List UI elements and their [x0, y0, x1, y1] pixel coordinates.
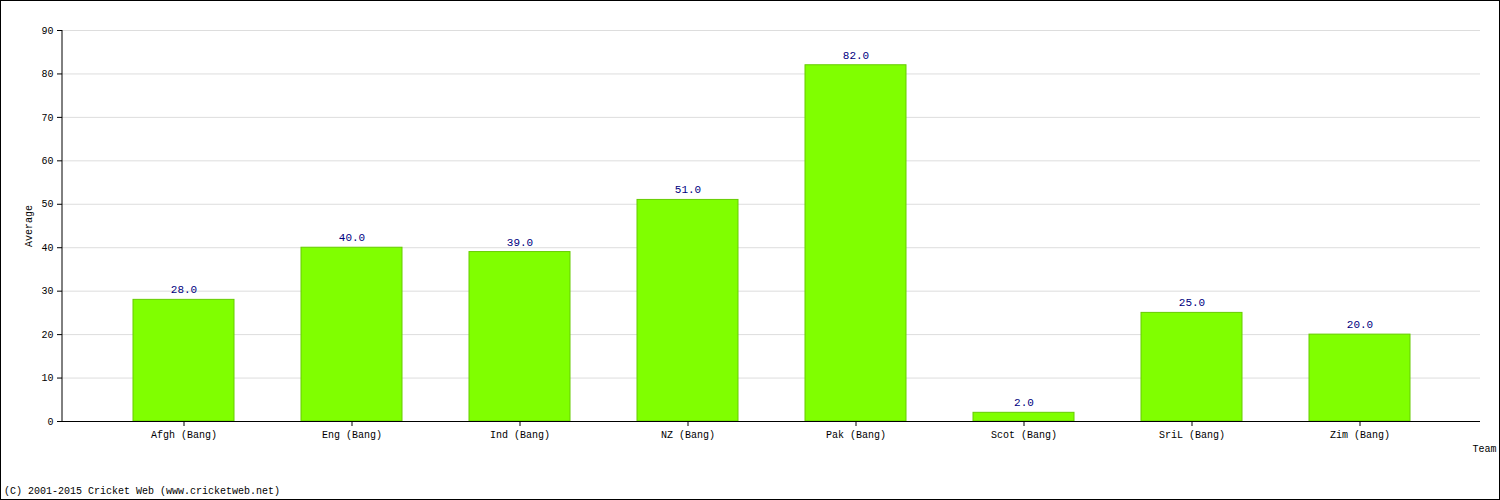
svg-text:30: 30	[41, 286, 53, 297]
svg-text:51.0: 51.0	[675, 184, 701, 196]
svg-text:10: 10	[41, 373, 53, 384]
svg-text:Eng (Bang): Eng (Bang)	[322, 430, 382, 441]
svg-text:Ind (Bang): Ind (Bang)	[490, 430, 550, 441]
svg-text:2.0: 2.0	[1014, 397, 1034, 409]
svg-text:Scot (Bang): Scot (Bang)	[991, 430, 1057, 441]
svg-text:Afgh (Bang): Afgh (Bang)	[151, 430, 217, 441]
svg-text:SriL (Bang): SriL (Bang)	[1159, 430, 1225, 441]
svg-text:39.0: 39.0	[507, 237, 533, 249]
svg-text:80: 80	[41, 69, 53, 80]
svg-text:70: 70	[41, 113, 53, 124]
svg-text:Average: Average	[24, 205, 35, 247]
svg-text:40.0: 40.0	[339, 232, 365, 244]
svg-text:40: 40	[41, 243, 53, 254]
svg-text:Zim (Bang): Zim (Bang)	[1330, 430, 1390, 441]
svg-text:20: 20	[41, 330, 53, 341]
svg-text:0: 0	[47, 417, 53, 428]
svg-text:20.0: 20.0	[1347, 319, 1373, 331]
svg-text:Team: Team	[1472, 444, 1496, 455]
html-text:(C) 2001-2015 Cricket Web (www: (C) 2001-2015 Cricket Web (www.cricketwe…	[4, 486, 280, 497]
svg-text:90: 90	[41, 26, 53, 37]
svg-text:25.0: 25.0	[1179, 297, 1205, 309]
svg-text:60: 60	[41, 156, 53, 167]
svg-text:Pak (Bang): Pak (Bang)	[826, 430, 886, 441]
svg-text:82.0: 82.0	[843, 50, 869, 62]
svg-text:28.0: 28.0	[171, 284, 197, 296]
svg-text:50: 50	[41, 199, 53, 210]
svg-text:NZ (Bang): NZ (Bang)	[661, 430, 715, 441]
